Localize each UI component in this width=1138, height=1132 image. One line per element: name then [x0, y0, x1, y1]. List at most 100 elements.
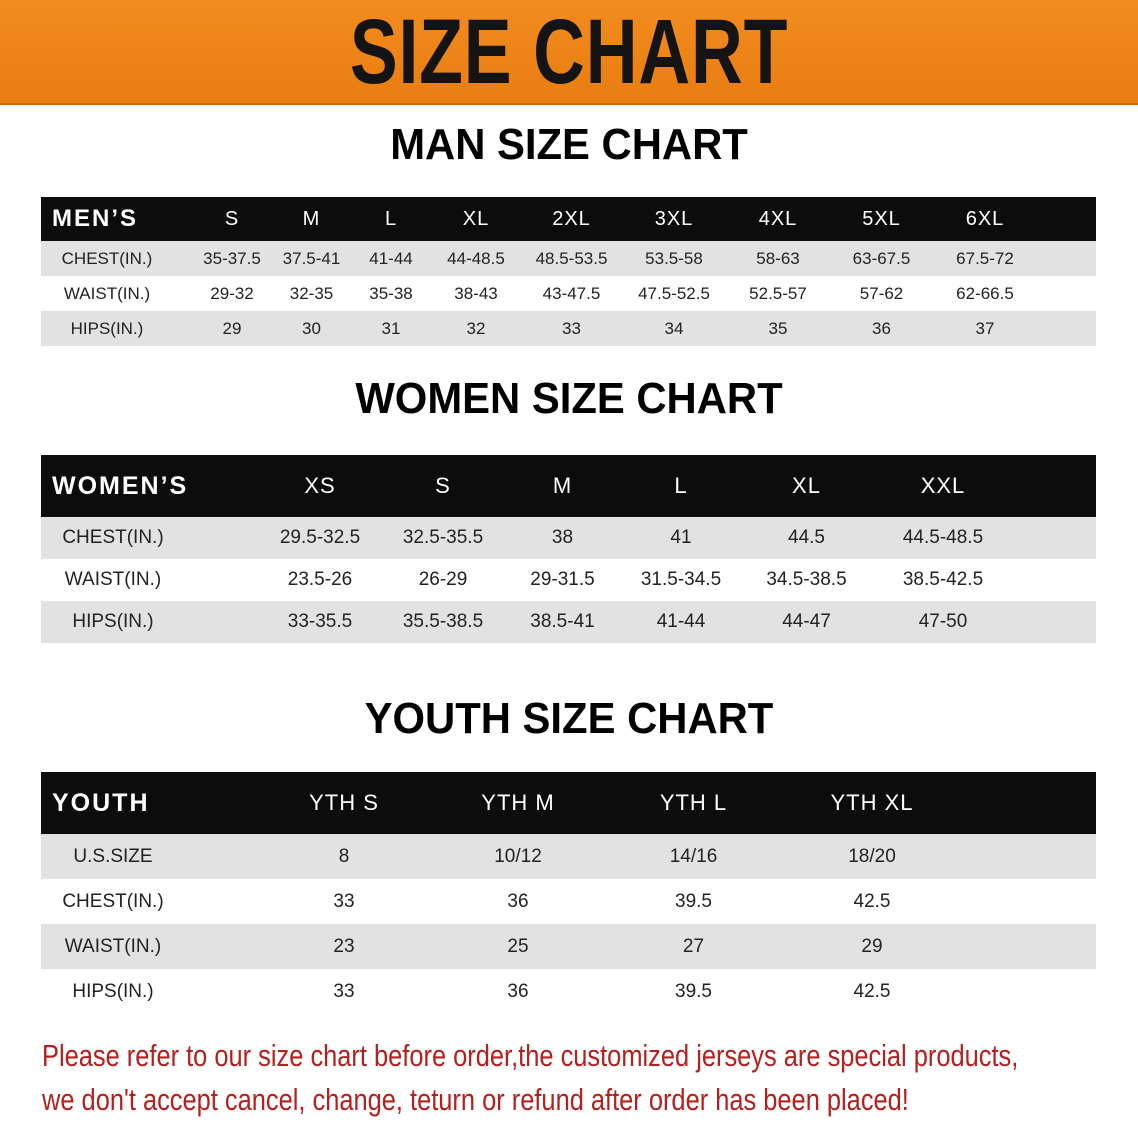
table-header-row: YOUTH YTH S YTH M YTH L YTH XL — [41, 772, 1096, 834]
size-value: 39.5 — [675, 890, 712, 912]
measurement-label: CHEST(IN.) — [61, 248, 153, 268]
size-column-header: M — [302, 207, 321, 230]
size-column-header: 5XL — [862, 207, 901, 230]
table-row: WAIST(IN.) 29-32 32-35 35-38 38-43 43-47.5 47.… — [41, 276, 1096, 311]
measurement-label: U.S.SIZE — [73, 845, 153, 867]
size-column-header: YTH L — [659, 790, 728, 815]
size-column-header: YTH XL — [830, 790, 914, 815]
table-row: HIPS(IN.) 33 36 39.5 42.5 — [41, 969, 1096, 1014]
size-value: 29.5-32.5 — [279, 527, 361, 548]
table-header-label: YOUTH — [52, 788, 150, 817]
size-column-header: 6XL — [965, 207, 1005, 230]
size-chart-banner: SIZE CHART — [0, 0, 1138, 105]
size-value: 34.5-38.5 — [766, 569, 847, 590]
size-value: 41-44 — [656, 611, 706, 632]
women-section-title: WOMEN SIZE CHART — [355, 374, 783, 423]
table-row: HIPS(IN.) 29 30 31 32 33 34 35 36 37 — [41, 311, 1096, 346]
size-value: 35-38 — [369, 283, 413, 303]
size-value: 47-50 — [918, 611, 968, 632]
size-value: 30 — [302, 318, 321, 338]
size-value: 33 — [562, 318, 581, 338]
size-column-header: S — [435, 473, 451, 498]
size-value: 57-62 — [859, 283, 904, 303]
size-value: 25 — [507, 935, 529, 957]
size-value: 32.5-35.5 — [402, 527, 484, 548]
size-column-header: 4XL — [758, 207, 798, 230]
footer-notice-line-2: we don't accept cancel, change, teturn o… — [42, 1082, 909, 1117]
table-header-row: WOMEN’S XS S M L XL XXL — [41, 455, 1096, 517]
table-row: CHEST(IN.) 33 36 39.5 42.5 — [41, 879, 1096, 924]
size-value: 63-67.5 — [852, 248, 911, 268]
size-value: 35-37.5 — [203, 248, 261, 268]
size-value: 26-29 — [418, 569, 468, 590]
size-column-header: L — [674, 473, 688, 498]
size-value: 47.5-52.5 — [638, 283, 710, 303]
size-value: 23.5-26 — [287, 569, 353, 590]
size-column-header: XL — [792, 473, 821, 498]
size-value: 36 — [872, 318, 891, 338]
size-value: 38 — [551, 527, 574, 548]
size-column-header: 2XL — [552, 207, 591, 230]
size-column-header: M — [552, 473, 573, 498]
size-value: 29-31.5 — [530, 569, 595, 590]
size-column-header: XL — [462, 207, 490, 230]
men-size-table: MEN’S S M L XL 2XL 3XL 4XL 5XL 6XL CHEST(IN.) 35-37… — [41, 197, 1096, 346]
size-value: 36 — [507, 890, 529, 912]
measurement-label: CHEST(IN.) — [62, 527, 164, 548]
size-value: 44-48.5 — [447, 248, 505, 268]
size-value: 38.5-41 — [530, 611, 595, 632]
size-value: 32-35 — [289, 283, 334, 303]
youth-size-table: YOUTH YTH S YTH M YTH L YTH XL U.S.SIZE 8 10/12… — [41, 772, 1096, 1014]
table-row: WAIST(IN.) 23 25 27 29 — [41, 924, 1096, 969]
size-value: 42.5 — [853, 890, 891, 912]
table-header-row: MEN’S S M L XL 2XL 3XL 4XL 5XL 6XL — [41, 197, 1096, 241]
size-value: 48.5-53.5 — [535, 248, 608, 268]
size-column-header: YTH S — [309, 790, 379, 815]
size-value: 36 — [507, 980, 529, 1002]
table-header-label: MEN’S — [52, 205, 139, 232]
size-value: 33-35.5 — [287, 611, 353, 632]
footer-notice-line-1: Please refer to our size chart before or… — [42, 1038, 1019, 1073]
measurement-label: HIPS(IN.) — [70, 318, 144, 338]
measurement-label: HIPS(IN.) — [72, 611, 154, 632]
size-value: 62-66.5 — [956, 283, 1014, 303]
size-value: 37.5-41 — [282, 248, 341, 268]
size-value: 33 — [333, 980, 355, 1002]
size-value: 29-32 — [210, 283, 254, 303]
size-value: 31 — [381, 318, 401, 338]
measurement-label: HIPS(IN.) — [72, 980, 154, 1002]
table-row: CHEST(IN.) 29.5-32.5 32.5-35.5 38 41 44.5 44.5… — [41, 517, 1096, 559]
size-value: 29 — [222, 318, 242, 338]
size-value: 44.5 — [788, 527, 825, 548]
measurement-label: CHEST(IN.) — [62, 890, 164, 912]
table-row: HIPS(IN.) 33-35.5 35.5-38.5 38.5-41 41-44 44-… — [41, 601, 1096, 643]
size-value: 43-47.5 — [542, 283, 601, 303]
size-value: 31.5-34.5 — [640, 569, 722, 590]
size-column-header: L — [384, 207, 398, 230]
size-value: 14/16 — [669, 845, 718, 867]
size-value: 41 — [670, 527, 692, 548]
men-section-title: MAN SIZE CHART — [390, 120, 748, 169]
size-value: 38.5-42.5 — [902, 569, 984, 590]
size-value: 32 — [466, 318, 486, 338]
size-value: 41-44 — [369, 248, 413, 268]
size-value: 39.5 — [675, 980, 712, 1002]
size-value: 44.5-48.5 — [902, 527, 984, 548]
size-column-header: YTH M — [481, 790, 555, 815]
size-value: 10/12 — [494, 845, 542, 867]
size-value: 33 — [333, 890, 355, 912]
banner-title: SIZE CHART — [349, 1, 789, 103]
table-header-label: WOMEN’S — [52, 471, 189, 500]
size-column-header: S — [224, 207, 240, 230]
measurement-label: WAIST(IN.) — [64, 935, 162, 957]
measurement-label: WAIST(IN.) — [63, 283, 151, 303]
size-value: 53.5-58 — [645, 248, 703, 268]
size-value: 35.5-38.5 — [402, 611, 484, 632]
size-value: 52.5-57 — [749, 283, 807, 303]
size-value: 58-63 — [756, 248, 800, 268]
size-value: 44-47 — [782, 611, 831, 632]
size-value: 34 — [664, 318, 684, 338]
size-value: 35 — [768, 318, 788, 338]
size-value: 23 — [333, 935, 355, 957]
table-row: CHEST(IN.) 35-37.5 37.5-41 41-44 44-48.5 48.5… — [41, 241, 1096, 276]
